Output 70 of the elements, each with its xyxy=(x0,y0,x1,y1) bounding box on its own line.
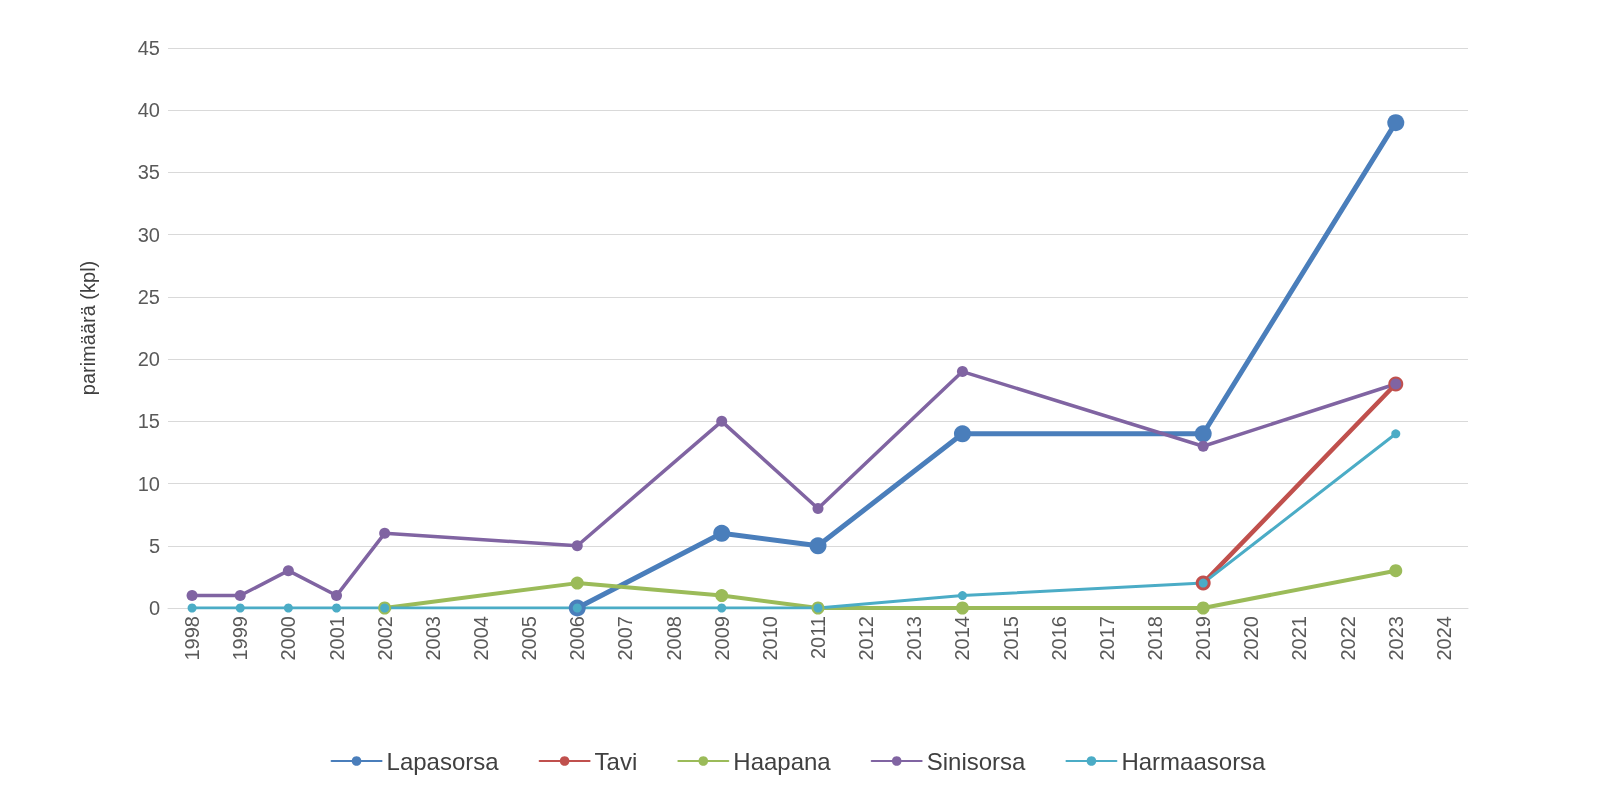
y-tick-label: 35 xyxy=(137,161,160,184)
y-tick-label: 15 xyxy=(137,410,160,433)
point xyxy=(715,589,729,603)
legend-label: Haapana xyxy=(733,747,832,775)
x-tick-label: 2019 xyxy=(1192,616,1215,661)
point xyxy=(1197,440,1209,452)
point xyxy=(187,603,197,613)
x-tick-label: 2021 xyxy=(1288,616,1311,661)
y-tick-label: 5 xyxy=(148,534,160,557)
x-tick-label: 2010 xyxy=(758,616,781,661)
point xyxy=(1194,425,1212,443)
x-tick-label: 2001 xyxy=(325,616,348,661)
x-tick-label: 2020 xyxy=(1240,616,1263,661)
y-tick-label: 10 xyxy=(137,472,160,495)
legend-label: Tavi xyxy=(594,747,638,775)
y-tick-label: 0 xyxy=(148,597,160,619)
point xyxy=(957,591,967,601)
y-tick-label: 45 xyxy=(137,37,160,59)
point xyxy=(1196,601,1210,615)
point xyxy=(955,601,969,615)
point xyxy=(571,540,583,552)
x-tick-label: 2012 xyxy=(855,616,878,661)
legend-label: Sinisorsa xyxy=(926,747,1027,775)
x-tick-label: 2006 xyxy=(566,616,589,661)
point xyxy=(186,590,198,602)
x-tick-label: 2018 xyxy=(1144,616,1167,661)
point xyxy=(282,565,294,577)
point xyxy=(953,425,971,443)
point xyxy=(570,576,584,590)
y-tick-label: 25 xyxy=(137,285,160,308)
y-axis-title: parimäärä (kpl) xyxy=(77,260,99,396)
point xyxy=(812,502,824,514)
point xyxy=(1387,114,1405,132)
x-tick-label: 2011 xyxy=(807,616,829,660)
x-tick-label: 2004 xyxy=(469,616,492,661)
point xyxy=(809,537,827,555)
x-tick-label: 2000 xyxy=(277,616,300,661)
x-tick-label: 2023 xyxy=(1384,616,1407,661)
x-tick-label: 2022 xyxy=(1336,616,1359,661)
point xyxy=(331,590,343,602)
x-tick-label: 2002 xyxy=(373,616,396,661)
x-tick-label: 2017 xyxy=(1095,616,1118,661)
legend-label: Lapasorsa xyxy=(386,747,500,775)
point xyxy=(717,603,727,613)
point xyxy=(235,603,245,613)
point xyxy=(332,603,342,613)
x-tick-label: 2015 xyxy=(999,616,1022,661)
x-tick-label: 2016 xyxy=(1047,616,1070,661)
x-tick-label: 1999 xyxy=(229,616,252,661)
point xyxy=(1389,564,1403,578)
point xyxy=(283,603,293,613)
x-tick-label: 2024 xyxy=(1432,616,1455,661)
x-tick-label: 2007 xyxy=(614,616,637,661)
point xyxy=(956,366,968,378)
y-tick-label: 40 xyxy=(137,99,160,122)
legend-label: Harmaasorsa xyxy=(1121,747,1267,775)
x-tick-label: 2008 xyxy=(662,616,685,661)
x-tick-label: 1998 xyxy=(181,616,204,661)
point xyxy=(1391,429,1401,439)
y-tick-label: 30 xyxy=(137,223,160,246)
x-tick-label: 2009 xyxy=(710,616,733,661)
y-tick-label: 20 xyxy=(137,348,160,371)
x-tick-label: 2005 xyxy=(518,616,541,661)
point xyxy=(379,527,391,539)
point xyxy=(716,415,728,427)
point xyxy=(713,524,731,542)
x-tick-label: 2014 xyxy=(951,616,974,661)
x-tick-label: 2013 xyxy=(903,616,926,661)
point xyxy=(234,590,246,602)
x-tick-label: 2003 xyxy=(421,616,444,661)
